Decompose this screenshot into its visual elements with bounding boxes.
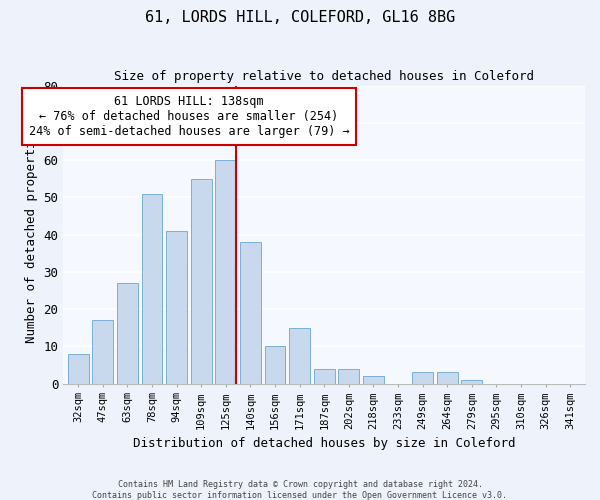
Bar [240,242,261,384]
Text: 61, LORDS HILL, COLEFORD, GL16 8BG: 61, LORDS HILL, COLEFORD, GL16 8BG [145,10,455,25]
Bar [363,376,384,384]
Y-axis label: Number of detached properties: Number of detached properties [25,126,38,344]
Title: Size of property relative to detached houses in Coleford: Size of property relative to detached ho… [114,70,534,83]
Bar [412,372,433,384]
Bar [142,194,163,384]
Bar [117,283,138,384]
X-axis label: Distribution of detached houses by size in Coleford: Distribution of detached houses by size … [133,437,515,450]
Bar [191,178,212,384]
Bar [437,372,458,384]
Bar [289,328,310,384]
Text: 61 LORDS HILL: 138sqm
← 76% of detached houses are smaller (254)
24% of semi-det: 61 LORDS HILL: 138sqm ← 76% of detached … [29,95,349,138]
Bar [166,231,187,384]
Bar [92,320,113,384]
Bar [314,368,335,384]
Bar [461,380,482,384]
Text: Contains HM Land Registry data © Crown copyright and database right 2024.
Contai: Contains HM Land Registry data © Crown c… [92,480,508,500]
Bar [338,368,359,384]
Bar [265,346,286,384]
Bar [215,160,236,384]
Bar [68,354,89,384]
